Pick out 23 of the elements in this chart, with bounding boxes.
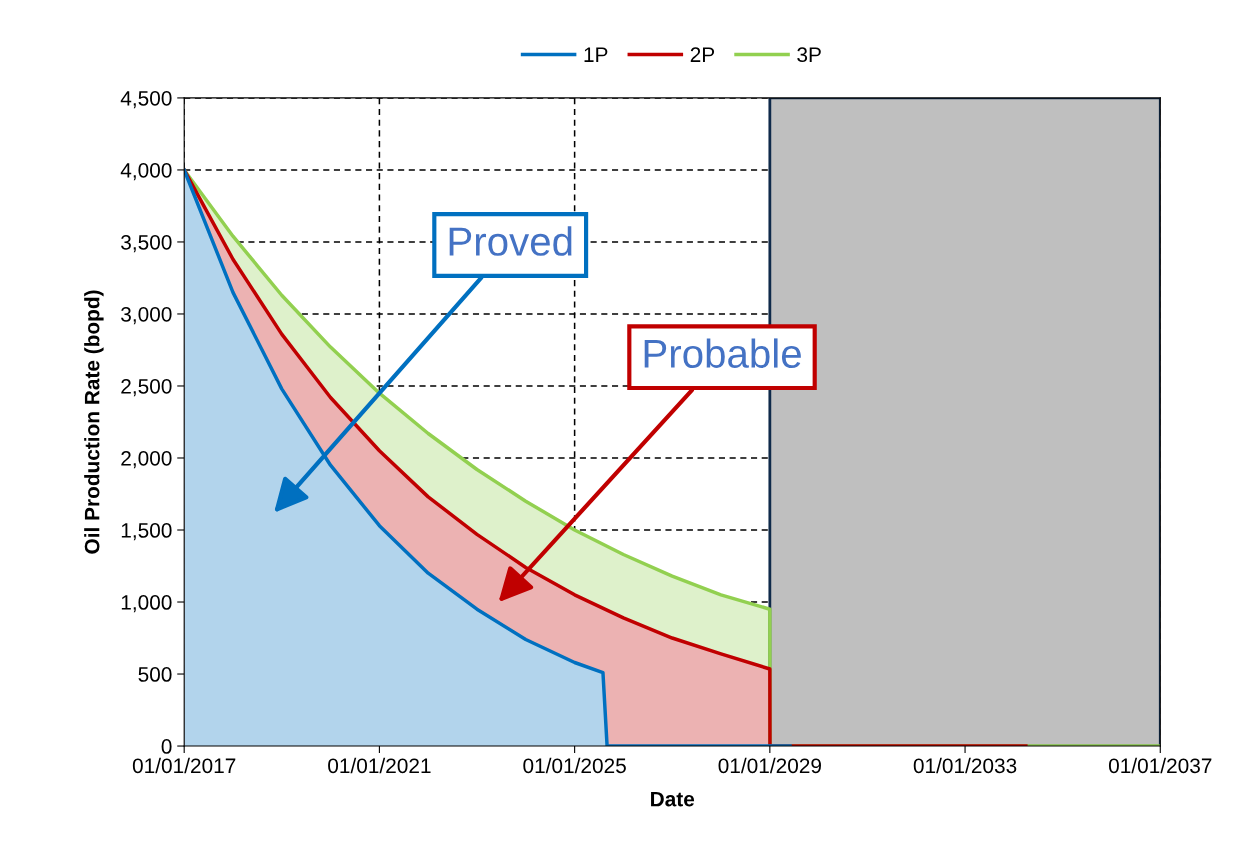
x-tick-label: 01/01/2021 <box>328 757 431 774</box>
legend-label: 1P <box>584 47 608 62</box>
y-tick-label: 0 <box>161 739 172 754</box>
legend-label: 3P <box>797 47 821 63</box>
y-tick-label: 1,500 <box>121 523 172 541</box>
y-tick-label: 2,500 <box>121 378 172 397</box>
y-tick-label: 4,000 <box>120 162 172 181</box>
x-tick-label: 01/01/2025 <box>523 757 626 774</box>
y-tick-label: 4,500 <box>120 90 172 109</box>
y-tick-label: 500 <box>138 667 172 682</box>
annotation: Probable <box>644 338 801 368</box>
x-tick-label: 01/01/2029 <box>718 757 821 774</box>
x-tick-label: 01/01/2017 <box>132 757 236 774</box>
x-tick-label: 01/01/2033 <box>913 757 1017 774</box>
y-tick-label: 3,000 <box>121 306 172 325</box>
x-axis-title: Date <box>651 791 695 807</box>
annotation: Proved <box>449 226 572 256</box>
legend-label: 2P <box>690 47 715 62</box>
x-tick-label: 01/01/2037 <box>1108 757 1212 774</box>
y-axis-title: Oil Production Rate (bopd) <box>84 290 104 554</box>
y-tick-label: 3,500 <box>121 234 172 253</box>
y-tick-label: 2,000 <box>121 450 172 469</box>
y-tick-label: 1,000 <box>121 595 172 613</box>
